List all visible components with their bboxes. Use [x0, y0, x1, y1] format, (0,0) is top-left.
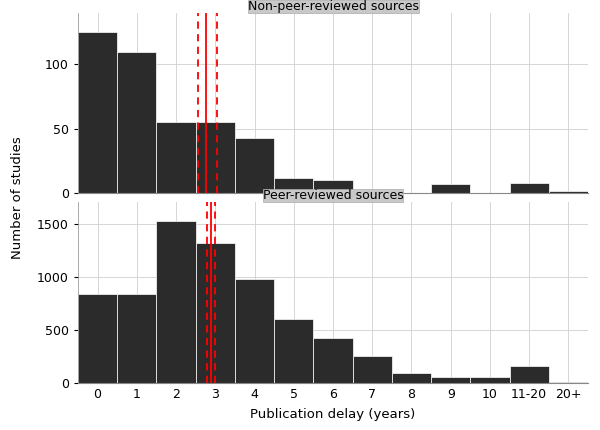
Bar	[549, 382, 588, 383]
Bar	[196, 243, 235, 383]
Bar	[470, 378, 509, 383]
Bar	[431, 184, 470, 194]
Bar	[353, 191, 392, 194]
Bar	[235, 138, 274, 194]
Bar	[78, 294, 117, 383]
Bar	[117, 52, 157, 194]
Bar	[313, 338, 353, 383]
Bar	[431, 377, 470, 383]
Bar	[353, 356, 392, 383]
Bar	[392, 373, 431, 383]
Bar	[509, 183, 549, 194]
Bar	[274, 178, 313, 194]
Bar	[157, 221, 196, 383]
Bar	[235, 279, 274, 383]
Bar	[549, 191, 588, 194]
Bar	[78, 32, 117, 194]
X-axis label: Publication delay (years): Publication delay (years)	[250, 408, 416, 421]
Bar	[509, 366, 549, 383]
Bar	[196, 123, 235, 194]
Bar	[313, 181, 353, 194]
Bar	[274, 319, 313, 383]
Text: Peer-reviewed sources: Peer-reviewed sources	[263, 189, 403, 202]
Text: Non-peer-reviewed sources: Non-peer-reviewed sources	[248, 0, 419, 13]
Bar	[157, 123, 196, 194]
Text: Number of studies: Number of studies	[11, 136, 25, 259]
Bar	[117, 294, 157, 383]
